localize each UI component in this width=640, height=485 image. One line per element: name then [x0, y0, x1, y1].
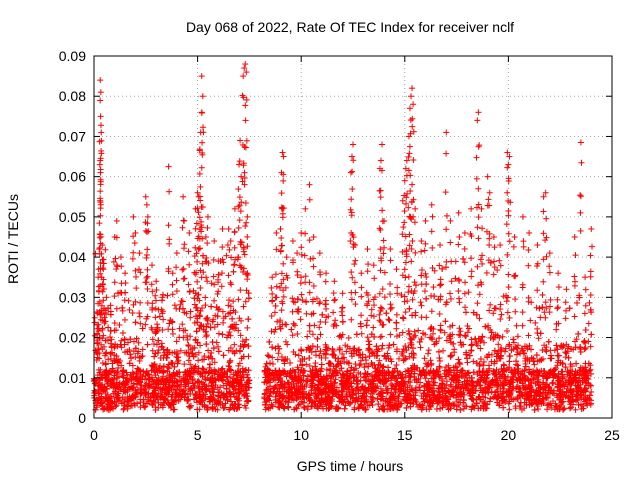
chart: 00.010.020.030.040.050.060.070.080.09051…: [0, 0, 640, 480]
roti-scatter-chart: 00.010.020.030.040.050.060.070.080.09051…: [0, 0, 640, 480]
